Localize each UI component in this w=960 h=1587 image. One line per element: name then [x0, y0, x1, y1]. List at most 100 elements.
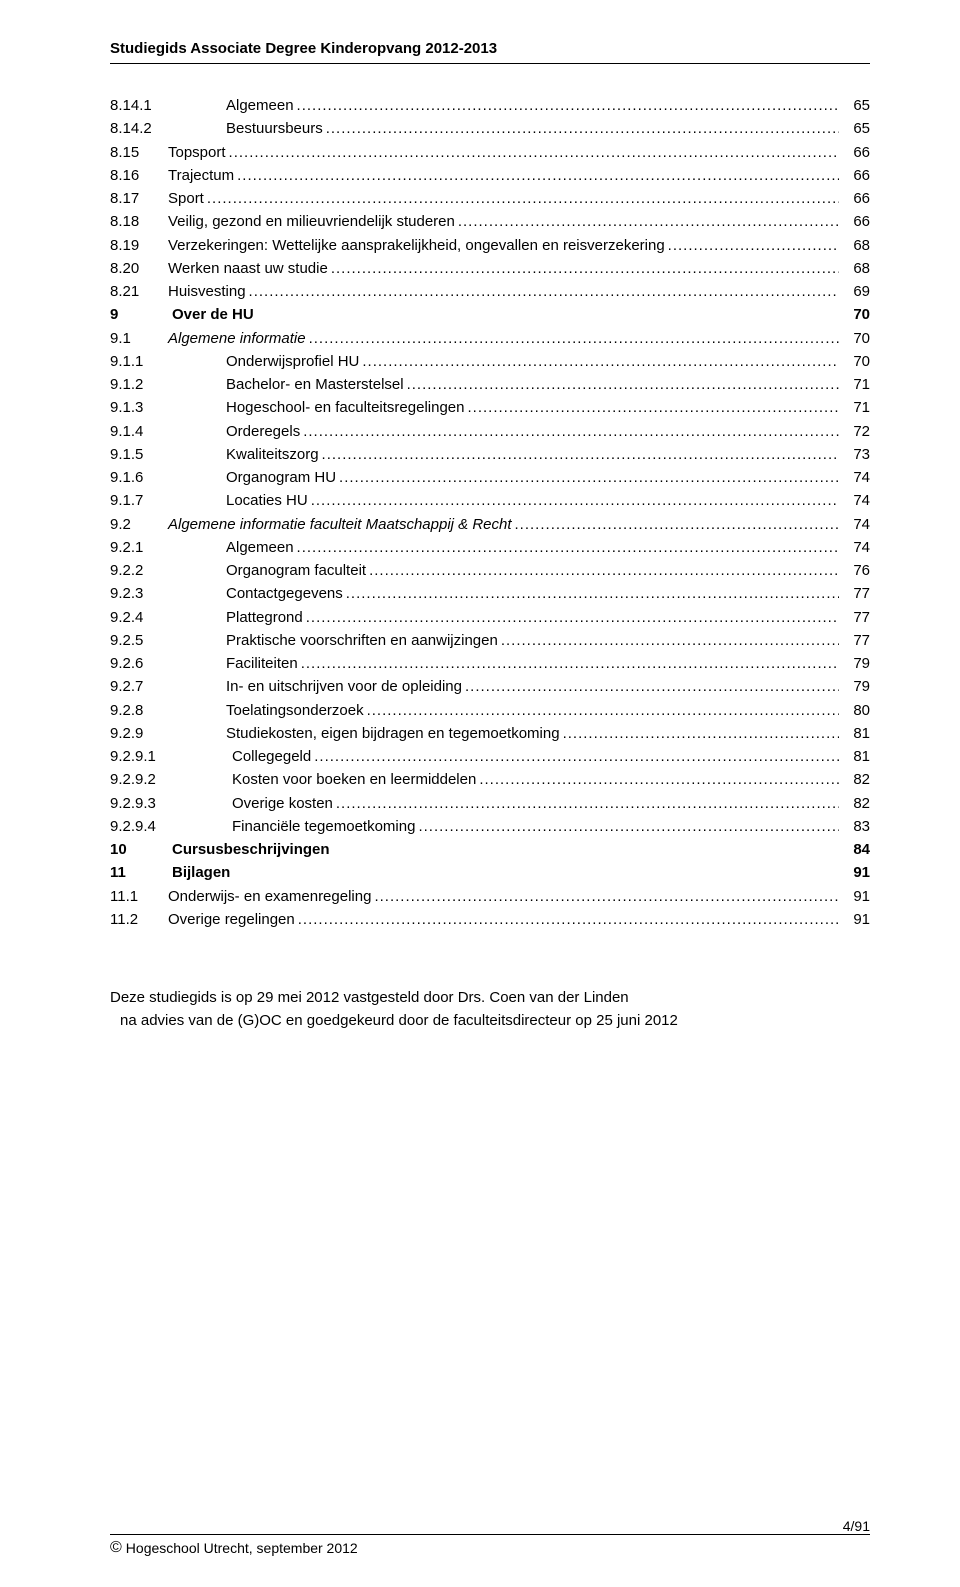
toc-label: Praktische voorschriften en aanwijzingen	[202, 629, 498, 652]
toc-page-number: 66	[842, 141, 870, 164]
toc-number: 8.19	[110, 234, 168, 257]
toc-label: Faciliteiten	[202, 652, 298, 675]
toc-label: Organogram faculteit	[202, 559, 366, 582]
toc-number: 9.1.5	[110, 443, 202, 466]
table-of-contents: 8.14.1Algemeen658.14.2Bestuursbeurs658.1…	[110, 94, 870, 931]
toc-leader-dots	[297, 536, 839, 559]
toc-page-number: 79	[842, 675, 870, 698]
page-footer: 4/91 © Hogeschool Utrecht, september 201…	[110, 1518, 870, 1557]
header-rule	[110, 63, 870, 64]
toc-label: Hogeschool- en faculteitsregelingen	[202, 396, 464, 419]
toc-label: Algemeen	[202, 536, 294, 559]
toc-label: Studiekosten, eigen bijdragen en tegemoe…	[202, 722, 560, 745]
toc-page-number: 66	[842, 164, 870, 187]
toc-leader-dots	[407, 373, 839, 396]
toc-row: 11.1Onderwijs- en examenregeling91	[110, 885, 870, 908]
toc-leader-dots	[297, 94, 839, 117]
toc-leader-dots	[301, 652, 839, 675]
toc-row: 9.1.4Orderegels72	[110, 420, 870, 443]
toc-number: 8.14.2	[110, 117, 202, 140]
toc-leader-dots	[346, 582, 839, 605]
copyright-icon: ©	[110, 1539, 122, 1557]
toc-label: Onderwijs- en examenregeling	[168, 885, 371, 908]
toc-leader-dots	[207, 187, 839, 210]
toc-label: Onderwijsprofiel HU	[202, 350, 359, 373]
toc-label: Organogram HU	[202, 466, 336, 489]
toc-page-number: 77	[842, 606, 870, 629]
toc-number: 9.2.4	[110, 606, 202, 629]
toc-row: 9.1.5Kwaliteitszorg 73	[110, 443, 870, 466]
toc-label: Toelatingsonderzoek	[202, 699, 364, 722]
toc-label: Veilig, gezond en milieuvriendelijk stud…	[168, 210, 455, 233]
toc-page-number: 74	[842, 466, 870, 489]
toc-leader-dots	[309, 327, 839, 350]
toc-leader-dots	[668, 234, 839, 257]
toc-row: 8.17Sport66	[110, 187, 870, 210]
toc-number: 9.1	[110, 327, 168, 350]
toc-leader-dots	[467, 396, 839, 419]
toc-page-number: 91	[842, 861, 870, 884]
toc-number: 9	[110, 303, 172, 326]
toc-label: Financiële tegemoetkoming	[212, 815, 415, 838]
toc-label: Trajectum	[168, 164, 234, 187]
toc-page-number: 73	[842, 443, 870, 466]
toc-page-number: 80	[842, 699, 870, 722]
toc-number: 8.20	[110, 257, 168, 280]
toc-leader-dots	[563, 722, 839, 745]
toc-leader-dots	[249, 280, 839, 303]
toc-number: 8.14.1	[110, 94, 202, 117]
toc-number: 9.2.2	[110, 559, 202, 582]
toc-number: 8.21	[110, 280, 168, 303]
toc-leader-dots	[311, 489, 839, 512]
toc-leader-dots	[418, 815, 839, 838]
footer-organization: Hogeschool Utrecht, september 2012	[126, 1540, 358, 1556]
toc-number: 9.2.9.4	[110, 815, 212, 838]
toc-leader-dots	[458, 210, 839, 233]
toc-number: 9.1.2	[110, 373, 202, 396]
toc-number: 8.18	[110, 210, 168, 233]
approval-note: Deze studiegids is op 29 mei 2012 vastge…	[110, 986, 870, 1033]
toc-row: 11.2Overige regelingen91	[110, 908, 870, 931]
toc-label: Sport	[168, 187, 204, 210]
toc-page-number: 70	[842, 350, 870, 373]
toc-leader-dots	[374, 885, 839, 908]
toc-label: Plattegrond	[202, 606, 303, 629]
toc-page-number: 66	[842, 210, 870, 233]
toc-row: 9.2.2Organogram faculteit76	[110, 559, 870, 582]
toc-label: Kosten voor boeken en leermiddelen	[212, 768, 476, 791]
toc-row: 8.18Veilig, gezond en milieuvriendelijk …	[110, 210, 870, 233]
toc-row: 8.15Topsport66	[110, 141, 870, 164]
toc-page-number: 65	[842, 94, 870, 117]
toc-row: 9.2.9.3Overige kosten82	[110, 792, 870, 815]
toc-number: 9.1.1	[110, 350, 202, 373]
toc-label: Verzekeringen: Wettelijke aansprakelijkh…	[168, 234, 665, 257]
toc-page-number: 83	[842, 815, 870, 838]
toc-leader-dots	[362, 350, 839, 373]
toc-leader-dots	[326, 117, 839, 140]
toc-page-number: 70	[842, 327, 870, 350]
toc-row: 9.2.4Plattegrond 77	[110, 606, 870, 629]
toc-row: 9.1.6Organogram HU74	[110, 466, 870, 489]
toc-label: Algemeen	[202, 94, 294, 117]
toc-page-number: 71	[842, 373, 870, 396]
toc-leader-dots	[465, 675, 839, 698]
toc-page-number: 82	[842, 792, 870, 815]
toc-leader-dots	[331, 257, 839, 280]
toc-number: 11	[110, 861, 172, 884]
toc-row: 10Cursusbeschrijvingen84	[110, 838, 870, 861]
toc-label: Huisvesting	[168, 280, 246, 303]
toc-label: Kwaliteitszorg	[202, 443, 319, 466]
toc-row: 9.2.9Studiekosten, eigen bijdragen en te…	[110, 722, 870, 745]
toc-number: 11.2	[110, 908, 168, 931]
toc-label: Bestuursbeurs	[202, 117, 323, 140]
note-line-1: Deze studiegids is op 29 mei 2012 vastge…	[110, 986, 870, 1009]
toc-row: 9.1Algemene informatie 70	[110, 327, 870, 350]
toc-row: 9.2.5Praktische voorschriften en aanwijz…	[110, 629, 870, 652]
toc-row: 9Over de HU70	[110, 303, 870, 326]
toc-label: Cursusbeschrijvingen	[172, 838, 330, 861]
toc-label: In- en uitschrijven voor de opleiding	[202, 675, 462, 698]
toc-label: Algemene informatie	[168, 327, 306, 350]
toc-row: 9.2.3Contactgegevens77	[110, 582, 870, 605]
toc-leader-dots	[367, 699, 839, 722]
toc-leader-dots	[369, 559, 839, 582]
